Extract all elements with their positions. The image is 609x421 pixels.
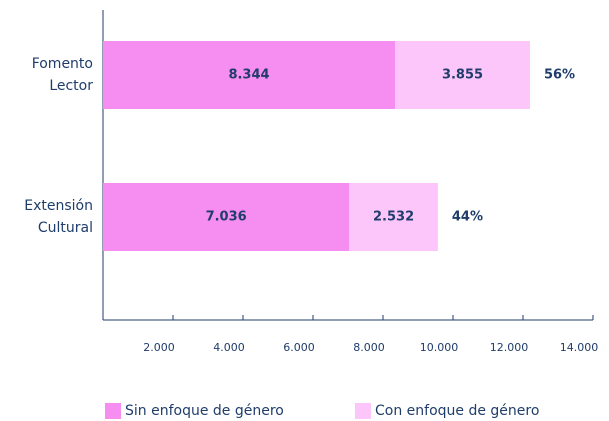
x-tick-label: 12.000 [490, 341, 529, 354]
share-label: 44% [452, 210, 483, 225]
bar-segment [395, 41, 530, 109]
legend-label: Sin enfoque de género [125, 403, 284, 419]
legend-swatch [355, 403, 371, 419]
share-label: 56% [544, 68, 575, 83]
bar-segment [103, 183, 350, 251]
x-tick-label: 14.000 [560, 341, 599, 354]
category-label: Extensión Cultural [24, 198, 93, 236]
value-label: 2.532 [373, 210, 414, 225]
category-label: Fomento Lector [32, 56, 94, 94]
legend-label: Con enfoque de género [375, 403, 539, 419]
legend-swatch [105, 403, 121, 419]
x-tick-label: 8.000 [353, 341, 385, 354]
value-label: 7.036 [206, 210, 247, 225]
value-label: 8.344 [228, 68, 269, 83]
x-tick-label: 2.000 [143, 341, 175, 354]
x-tick-label: 6.000 [283, 341, 315, 354]
value-label: 3.855 [442, 68, 483, 83]
bar-segment [349, 183, 438, 251]
x-tick-label: 10.000 [420, 341, 459, 354]
bar-segment [103, 41, 396, 109]
x-tick-label: 4.000 [213, 341, 245, 354]
